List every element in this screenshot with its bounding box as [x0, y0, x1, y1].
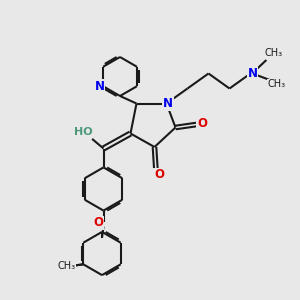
Text: N: N [94, 80, 104, 93]
Text: CH₃: CH₃ [265, 48, 283, 59]
Text: N: N [163, 97, 173, 110]
Text: O: O [93, 216, 103, 229]
Text: O: O [154, 168, 164, 181]
Text: CH₃: CH₃ [57, 261, 75, 271]
Text: O: O [197, 117, 207, 130]
Text: N: N [248, 67, 258, 80]
Text: HO: HO [74, 127, 92, 137]
Text: CH₃: CH₃ [268, 79, 286, 89]
